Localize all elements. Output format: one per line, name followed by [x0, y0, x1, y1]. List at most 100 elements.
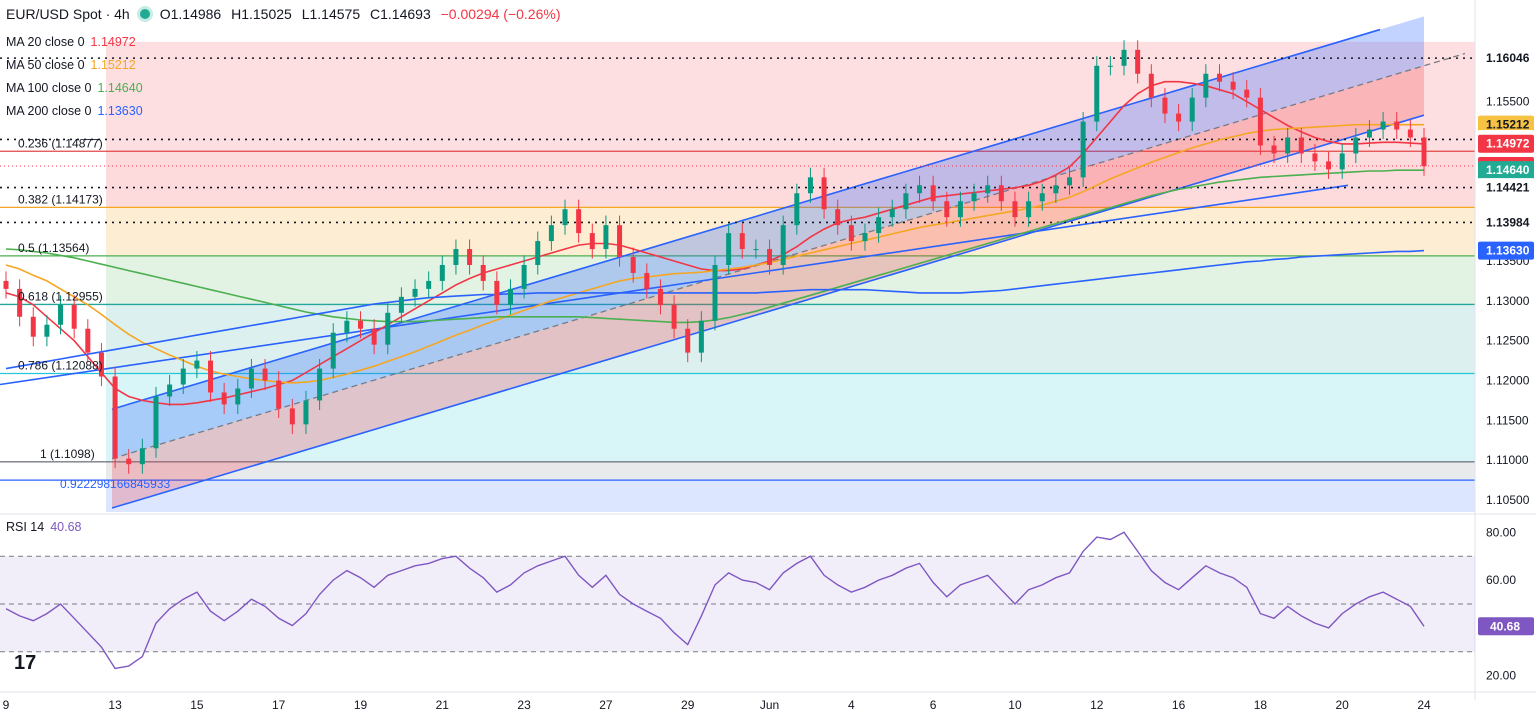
candle-body — [3, 280, 9, 289]
price-tag-label: 1.15212 — [1486, 118, 1530, 132]
price-tag-bg — [1477, 212, 1535, 232]
candle-body — [1121, 49, 1127, 66]
time-tick-label: 19 — [354, 698, 368, 712]
ma50-legend[interactable]: MA 50 close 0 1.15212 — [6, 53, 143, 76]
price-tag-label: 1.14972 — [1486, 137, 1530, 151]
candle-body — [480, 264, 486, 281]
ma-value: 1.15212 — [90, 57, 136, 72]
fib-label: 0.236 (1.14877) — [18, 136, 103, 150]
high-value: H1.15025 — [231, 6, 292, 22]
price-tick-label: 1.13000 — [1486, 294, 1530, 308]
time-tick-label: 15 — [190, 698, 204, 712]
candle-body — [112, 376, 118, 459]
candle-body — [576, 209, 582, 234]
ma200-legend[interactable]: MA 200 close 0 1.13630 — [6, 99, 143, 122]
candle-body — [712, 264, 718, 321]
time-tick-label: 21 — [436, 698, 450, 712]
candle-body — [330, 332, 336, 369]
ma-label: MA 20 close 0 — [6, 34, 85, 49]
candle-body — [1189, 97, 1195, 122]
fib-label: 0.5 (1.13564) — [18, 241, 89, 255]
candle-body — [1067, 177, 1072, 186]
candle-body — [248, 368, 254, 389]
price-tag-label: 1.14640 — [1486, 163, 1530, 177]
price-tick-label: 1.12000 — [1486, 374, 1530, 388]
fib-label: 1 (1.1098) — [40, 447, 95, 461]
tradingview-logo[interactable]: 17 — [14, 652, 37, 674]
candle-body — [276, 380, 282, 409]
rsi-legend[interactable]: RSI 14 40.68 — [6, 520, 82, 534]
rsi-value: 40.68 — [50, 520, 82, 534]
ma20-legend[interactable]: MA 20 close 0 1.14972 — [6, 30, 143, 53]
channel-lower-line — [111, 114, 1425, 509]
candle-body — [603, 225, 609, 250]
candle-body — [1298, 137, 1304, 154]
candle-body — [535, 241, 541, 265]
time-tick-label: 23 — [517, 698, 531, 712]
candle-body — [1135, 49, 1141, 74]
price-tag-label: 1.13984 — [1486, 215, 1530, 229]
symbol-title[interactable]: EUR/USD Spot · 4h — [6, 6, 130, 22]
candle-body — [139, 448, 145, 465]
time-tick-label: 17 — [272, 698, 286, 712]
candle-body — [385, 312, 391, 345]
fib-zone — [106, 461, 1475, 481]
candle-body — [439, 264, 445, 281]
candle-body — [548, 225, 554, 242]
price-tick-label: 1.15500 — [1486, 95, 1530, 109]
candle-body — [1080, 121, 1086, 178]
time-tick-label: 16 — [1172, 698, 1186, 712]
time-tick-label: Jun — [760, 698, 779, 712]
candle-body — [657, 288, 663, 305]
candle-body — [153, 396, 159, 449]
candle-body — [1380, 121, 1386, 130]
candle-body — [412, 288, 418, 297]
rsi-tag-label: 40.68 — [1490, 619, 1520, 633]
candle-body — [848, 225, 854, 242]
ma-label: MA 200 close 0 — [6, 103, 92, 118]
candle-body — [1176, 113, 1182, 122]
candle-body — [1216, 73, 1222, 82]
ohlc-readout: O1.14986 H1.15025 L1.14575 C1.14693 −0.0… — [160, 6, 567, 22]
price-tag-label: 1.13630 — [1486, 244, 1530, 258]
candle-body — [726, 233, 732, 265]
candle-body — [1012, 201, 1018, 218]
candle-body — [1285, 137, 1291, 154]
candle-body — [753, 249, 759, 251]
price-tick-label: 1.10500 — [1486, 493, 1530, 507]
price-axis: 1.155001.150001.145001.140001.135001.130… — [1474, 0, 1536, 718]
channel-lower-fill — [112, 65, 1424, 509]
price-tag-bg — [1478, 161, 1534, 180]
candle-body — [1053, 185, 1059, 194]
candle-body — [917, 185, 923, 194]
rsi-tick-label: 80.00 — [1486, 525, 1516, 539]
candle-body — [1244, 89, 1250, 98]
candle-body — [1407, 129, 1413, 138]
candle-body — [1107, 65, 1113, 67]
candle-body — [426, 280, 432, 289]
fib-label: 0.618 (1.12955) — [18, 289, 103, 303]
candle-body — [562, 209, 568, 226]
price-tag-bg — [1477, 48, 1535, 68]
time-tick-label: 4 — [848, 698, 855, 712]
price-tick-label: 1.11000 — [1486, 453, 1529, 467]
candle-body — [1339, 153, 1345, 170]
fib-zone — [106, 373, 1475, 462]
candle-body — [507, 288, 513, 305]
time-axis: 9 13 15 17 19 21 23 27 29 Jun 4 6 10 12 16 18 20 24 — [0, 691, 1536, 712]
candle-body — [957, 201, 963, 218]
time-tick-label: 10 — [1008, 698, 1022, 712]
candle-body — [780, 225, 786, 265]
candle-body — [221, 392, 227, 405]
candle-body — [617, 225, 623, 258]
ma100-legend[interactable]: MA 100 close 0 1.14640 — [6, 76, 143, 99]
price-tag-label: 1.16046 — [1486, 51, 1530, 65]
candle-body — [930, 185, 936, 202]
ma-label: MA 100 close 0 — [6, 80, 92, 95]
candle-body — [167, 384, 173, 397]
fib-zone — [106, 255, 1475, 305]
rsi-tick-label: 20.00 — [1486, 669, 1516, 683]
ma-value: 1.14972 — [90, 34, 136, 49]
candle-body — [767, 249, 773, 265]
